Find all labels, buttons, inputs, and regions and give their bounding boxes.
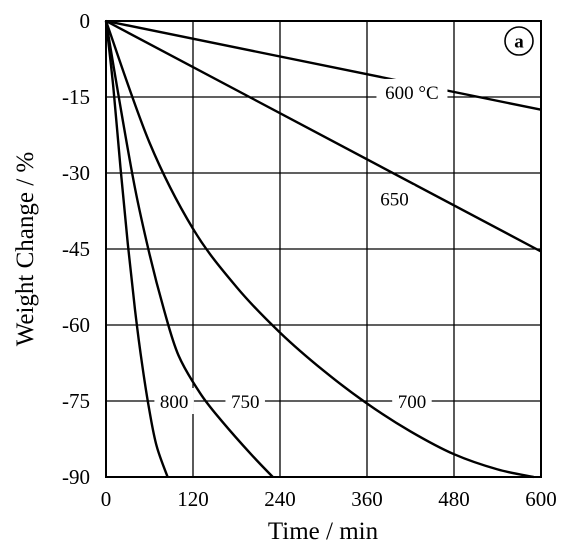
y-tick-label: -15 xyxy=(62,85,90,109)
series-line xyxy=(105,19,542,111)
grid-lines xyxy=(106,21,541,477)
series-line xyxy=(104,20,274,478)
x-tick-label: 480 xyxy=(438,487,470,511)
x-tick-label: 240 xyxy=(264,487,296,511)
curve-label-bg xyxy=(225,388,265,414)
y-tick-label: -45 xyxy=(62,237,90,261)
series-line xyxy=(105,19,542,253)
x-tick-label: 360 xyxy=(351,487,383,511)
curve-label-bg xyxy=(154,388,194,414)
curve-label: 650 xyxy=(380,189,409,210)
curve-label-bg xyxy=(392,388,432,414)
y-tick-label: -30 xyxy=(62,161,90,185)
curve-labels: 600 °C 650 700 750 800 xyxy=(154,78,448,414)
panel-badge-circle xyxy=(504,26,534,56)
y-tick-labels: 0 -15 -30 -45 -60 -75 -90 xyxy=(62,9,90,489)
panel-badge: a xyxy=(504,26,534,56)
series-line xyxy=(104,20,169,478)
y-tick-label: -60 xyxy=(62,313,90,337)
curve-label: 750 xyxy=(231,392,260,413)
y-tick-label: -90 xyxy=(62,465,90,489)
y-tick-label: 0 xyxy=(80,9,91,33)
series-line xyxy=(104,20,535,479)
y-tick-label: -75 xyxy=(62,389,90,413)
x-tick-label: 120 xyxy=(177,487,209,511)
curve-label-bg xyxy=(376,78,448,105)
x-tick-labels: 0 120 240 360 480 600 xyxy=(101,487,557,511)
curve-label: 600 °C xyxy=(385,83,439,104)
curve-label: 800 xyxy=(160,392,189,413)
x-tick-label: 0 xyxy=(101,487,112,511)
series-curves xyxy=(104,19,542,479)
x-tick-label: 600 xyxy=(525,487,557,511)
curve-label: 700 xyxy=(398,392,427,413)
x-axis-title: Time / min xyxy=(268,518,379,545)
panel-badge-label: a xyxy=(514,32,524,53)
plot-frame xyxy=(105,20,542,478)
y-axis-title: Weight Change / % xyxy=(12,152,39,346)
curve-label-bg xyxy=(374,185,415,212)
